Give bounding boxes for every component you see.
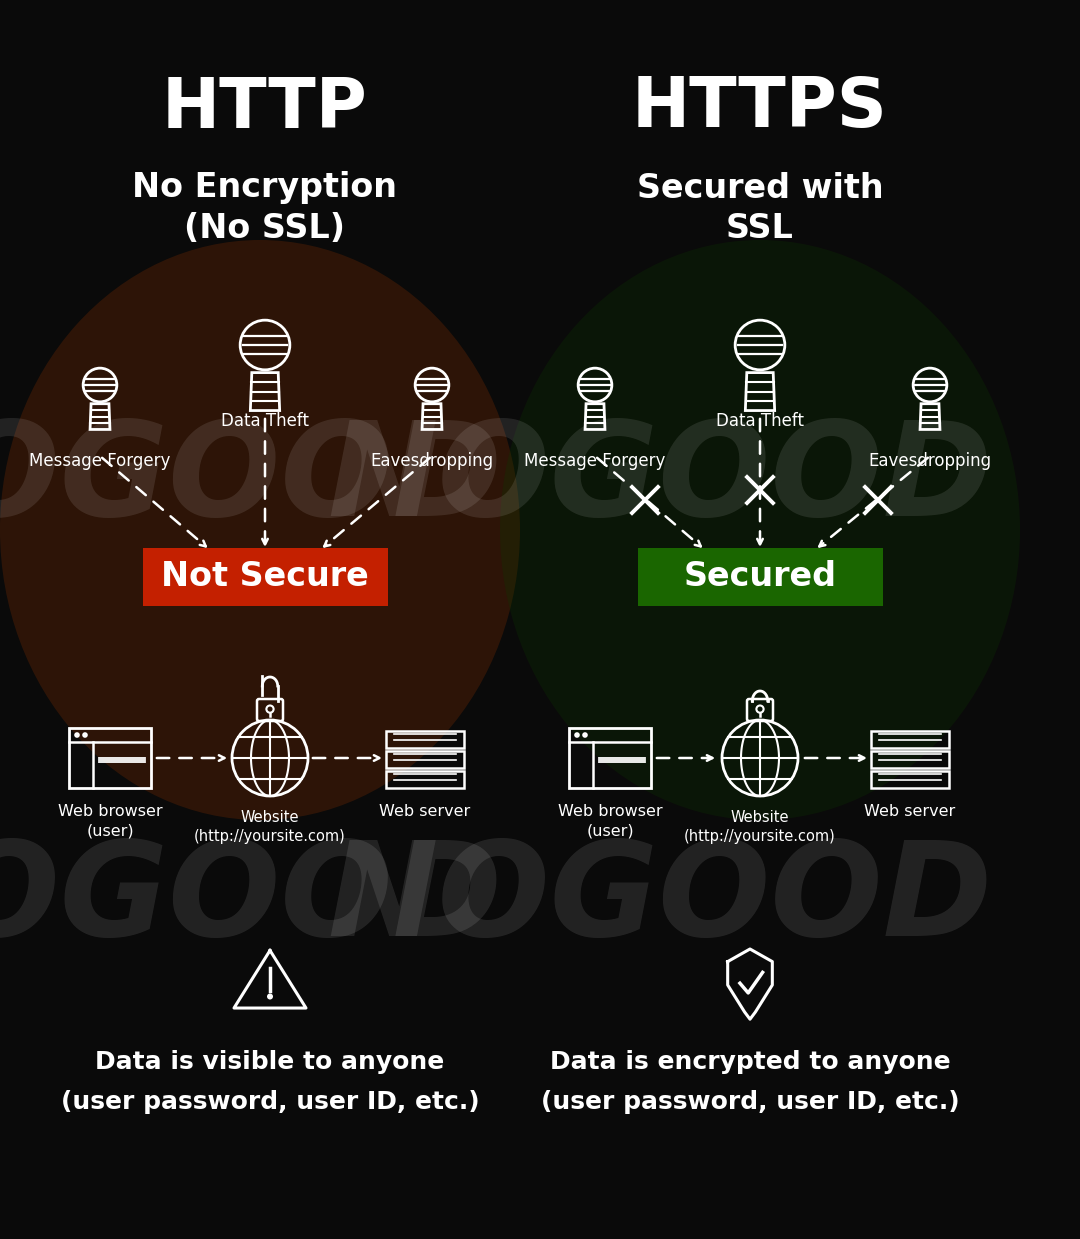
Text: Secured with: Secured with	[637, 171, 883, 204]
Circle shape	[582, 732, 588, 737]
Text: Data Theft: Data Theft	[221, 413, 309, 430]
Text: HTTPS: HTTPS	[632, 74, 888, 141]
Text: Message Forgery: Message Forgery	[29, 452, 171, 470]
Text: (No SSL): (No SSL)	[185, 212, 346, 244]
Text: Web browser
(user): Web browser (user)	[557, 804, 662, 839]
FancyBboxPatch shape	[143, 548, 388, 606]
Circle shape	[575, 732, 580, 737]
Text: Website
(http://yoursite.com): Website (http://yoursite.com)	[194, 810, 346, 844]
Text: Message Forgery: Message Forgery	[524, 452, 665, 470]
Text: Data is encrypted to anyone: Data is encrypted to anyone	[550, 1049, 950, 1074]
Ellipse shape	[0, 240, 519, 820]
Circle shape	[267, 994, 273, 1000]
Text: NOGOOD: NOGOOD	[327, 416, 993, 544]
Text: Data is visible to anyone: Data is visible to anyone	[95, 1049, 445, 1074]
Text: (user password, user ID, etc.): (user password, user ID, etc.)	[541, 1090, 959, 1114]
FancyBboxPatch shape	[637, 548, 882, 606]
Text: Web server: Web server	[379, 804, 471, 819]
Text: NOGOOD: NOGOOD	[0, 836, 502, 964]
Text: No Encryption: No Encryption	[133, 171, 397, 204]
Text: NOGOOD: NOGOOD	[0, 416, 502, 544]
Circle shape	[82, 732, 87, 737]
Text: HTTP: HTTP	[162, 74, 368, 141]
Text: NOGOOD: NOGOOD	[327, 836, 993, 964]
Ellipse shape	[500, 240, 1020, 820]
Text: Web browser
(user): Web browser (user)	[57, 804, 162, 839]
Text: Eavesdropping: Eavesdropping	[370, 452, 494, 470]
Text: (user password, user ID, etc.): (user password, user ID, etc.)	[60, 1090, 480, 1114]
Text: SSL: SSL	[726, 212, 794, 244]
Text: Secured: Secured	[684, 560, 837, 593]
Text: Web server: Web server	[864, 804, 956, 819]
Text: Website
(http://yoursite.com): Website (http://yoursite.com)	[684, 810, 836, 844]
Text: Eavesdropping: Eavesdropping	[868, 452, 991, 470]
Circle shape	[75, 732, 80, 737]
Text: Data Theft: Data Theft	[716, 413, 804, 430]
Text: Not Secure: Not Secure	[161, 560, 369, 593]
